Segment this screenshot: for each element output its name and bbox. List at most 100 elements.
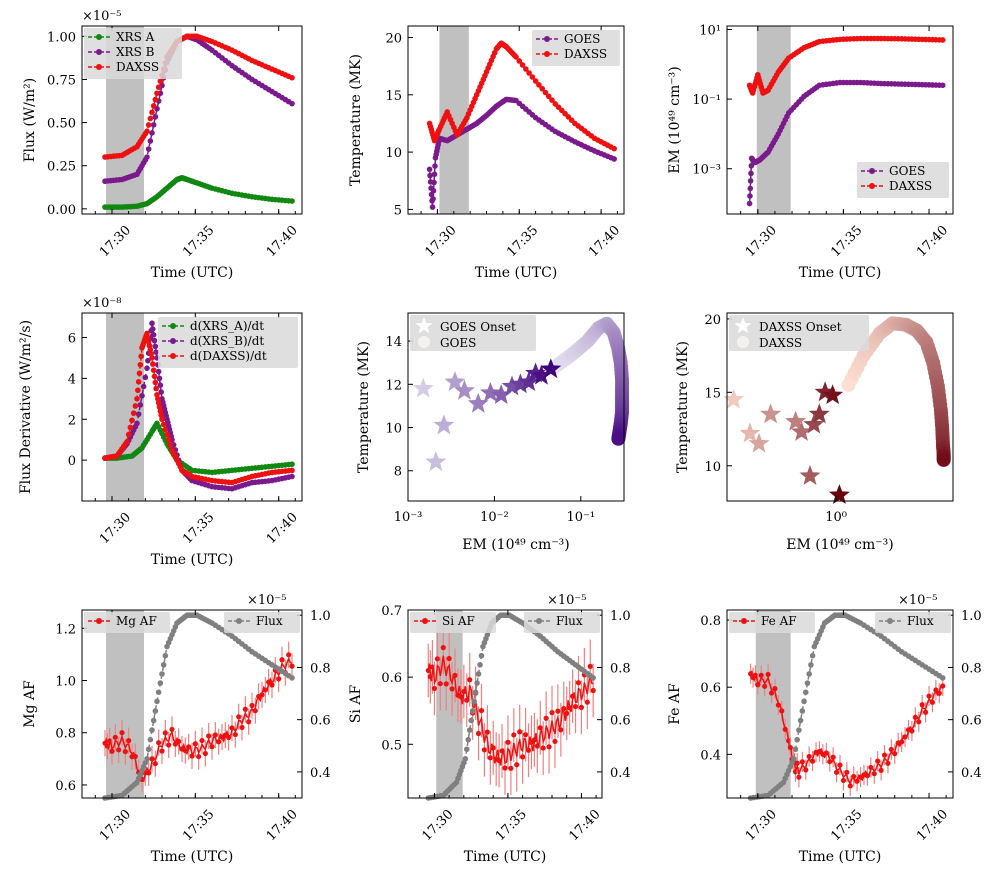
data-point — [797, 717, 804, 724]
data-point — [801, 698, 807, 705]
data-point — [269, 682, 275, 688]
panel-p8: 17:30 17:35 17:40 Time (UTC) 0.5 0.6 0.7 0.4 0.6… — [348, 593, 631, 865]
legend-label: d(XRS_A)/dt — [190, 319, 264, 333]
scatter-star — [509, 373, 531, 394]
y-tick-label: 0.8 — [55, 727, 76, 742]
y-tick-label: 0.4 — [700, 748, 721, 763]
y-tick-label: 20 — [385, 31, 402, 46]
data-point — [437, 681, 443, 687]
data-point — [810, 758, 816, 764]
data-point — [276, 676, 282, 682]
data-point — [135, 378, 142, 385]
x-tick-label: 17:35 — [180, 223, 217, 260]
data-point — [149, 130, 155, 136]
data-point — [513, 54, 519, 60]
x-tick-label: 10⁻¹ — [566, 510, 595, 525]
data-point — [590, 675, 596, 681]
data-point — [462, 756, 469, 762]
x-tick-label: 17:30 — [422, 223, 459, 260]
legend-label: GOES — [889, 164, 925, 178]
data-point — [289, 663, 295, 669]
y-tick-label: 0.25 — [47, 160, 76, 175]
data-point — [847, 783, 853, 789]
scatter-star — [785, 410, 807, 431]
legend-marker — [536, 618, 542, 624]
legend-label: Flux — [256, 614, 283, 628]
data-point — [939, 82, 946, 89]
scatter-star — [803, 413, 825, 434]
y-tick-label: 5 — [394, 203, 402, 218]
data-point — [885, 760, 891, 766]
data-point — [466, 727, 473, 733]
data-point — [520, 754, 526, 760]
panel-p1: 17:30 17:35 17:40 Time (UTC) 0.00 0.25 0.50 0.7… — [22, 9, 303, 281]
data-point — [468, 717, 474, 724]
flare-onset-shade — [106, 313, 144, 501]
legend-label: XRS A — [116, 30, 155, 44]
x-tick-label: 17:35 — [828, 223, 865, 260]
data-point — [833, 769, 840, 775]
y-tick-label: 1.00 — [47, 30, 76, 45]
data-point — [799, 708, 806, 714]
data-point — [164, 431, 170, 438]
data-point — [477, 662, 483, 668]
y-tick-label: 15 — [704, 386, 721, 401]
data-point — [431, 685, 438, 692]
data-point — [431, 171, 438, 178]
data-point — [830, 754, 836, 760]
data-point — [139, 392, 145, 399]
data-point — [151, 373, 158, 380]
data-point — [159, 416, 165, 423]
data-point — [144, 128, 150, 135]
data-point — [939, 37, 946, 43]
legend-marker — [869, 183, 875, 189]
data-point — [286, 652, 292, 658]
panel-p7: 17:30 17:35 17:40 Time (UTC) 0.6 0.8 1.0 1.2 0.4… — [22, 593, 331, 865]
x-tick-label: 17:40 — [264, 510, 301, 547]
x-tick-label: 17:30 — [419, 807, 456, 844]
legend-marker — [422, 618, 428, 624]
legend-box — [875, 612, 951, 633]
axes-frame — [726, 25, 954, 215]
axes-frame — [726, 312, 954, 502]
x-tick-label: 17:30 — [97, 510, 134, 547]
data-point — [212, 732, 218, 738]
scatter-star — [814, 381, 836, 402]
series-line — [104, 656, 293, 783]
data-point — [236, 714, 242, 720]
data-point — [919, 702, 925, 708]
data-point — [432, 163, 438, 169]
data-point — [484, 729, 490, 735]
x-tick-label: 10⁰ — [825, 510, 847, 525]
data-point — [871, 771, 877, 777]
y-axis-label: Fe AF — [667, 683, 683, 725]
data-point — [427, 172, 433, 179]
x-tick-label: 17:35 — [828, 807, 865, 844]
data-point — [289, 74, 295, 81]
y-tick-label: 0.4 — [610, 766, 631, 781]
y-tick-label: 0.6 — [310, 714, 331, 729]
data-point — [516, 58, 523, 64]
data-point — [129, 417, 135, 424]
legend-box — [224, 612, 300, 633]
data-point — [249, 702, 255, 709]
y-tick-label: 0.6 — [381, 671, 402, 686]
data-point — [526, 70, 532, 76]
data-point — [844, 769, 850, 775]
data-point — [926, 693, 932, 699]
legend-box — [410, 612, 496, 633]
data-point — [523, 66, 529, 72]
legend-label: Si AF — [442, 614, 475, 628]
data-point — [578, 704, 585, 710]
legend-marker — [96, 34, 102, 40]
data-point — [119, 730, 125, 736]
x-tick-label: 17:40 — [914, 223, 951, 260]
y-axis-label: Flux (W/m²) — [22, 78, 38, 162]
data-point — [522, 732, 529, 738]
y-axis-label: Temperature (MK) — [675, 341, 691, 473]
legend-label: Fe AF — [761, 614, 797, 628]
axis-multiplier: ×10⁻⁸ — [82, 296, 122, 311]
legend-marker — [418, 336, 430, 348]
panel-p5: 10⁻³ 10⁻² 10⁻¹ 8 10 12 14 EM (10⁴⁹ cm⁻³) Tempera… — [356, 312, 630, 553]
legend-marker — [96, 64, 102, 70]
